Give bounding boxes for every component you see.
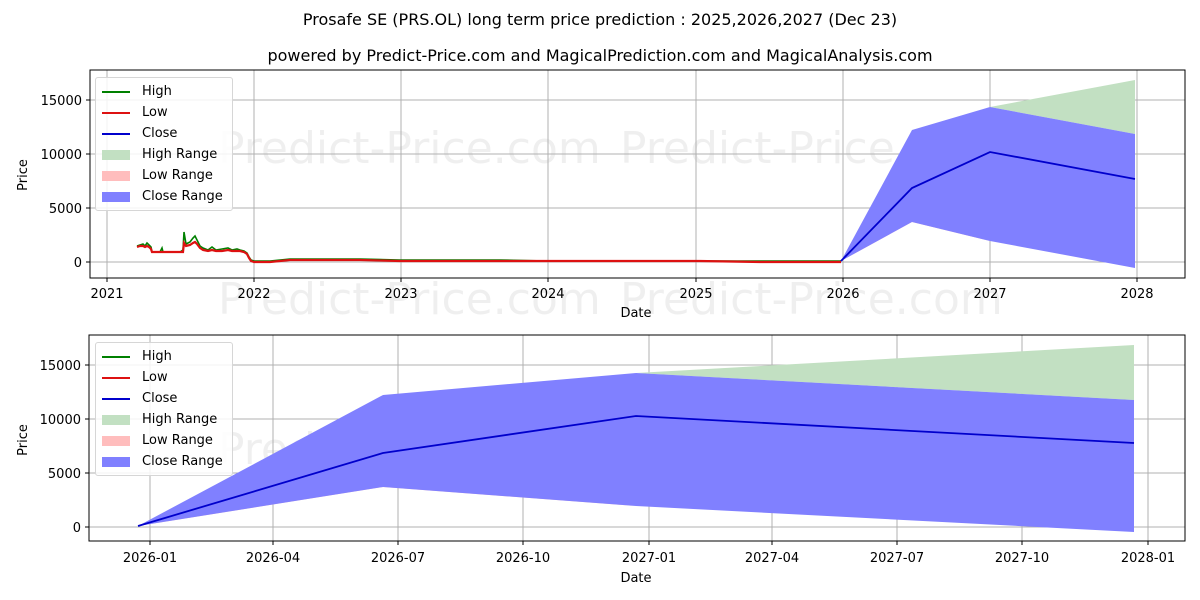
top-y-tick-labels: 0 5000 10000 15000	[41, 94, 82, 271]
watermark: Predict-Price.com	[218, 123, 601, 174]
bottom-axes-frame	[88, 334, 1186, 542]
legend-item-close-range: Close Range	[102, 186, 226, 207]
x-axis-label: Date	[620, 306, 651, 321]
chart-subtitle: powered by Predict-Price.com and Magical…	[267, 46, 933, 65]
legend-label: Close Range	[142, 454, 223, 469]
fill-swatch-icon	[102, 456, 130, 467]
legend-label: Low	[142, 105, 168, 120]
x-tick-label: 2027	[973, 287, 1006, 302]
close-line	[840, 151, 1136, 262]
y-tick-label: 5000	[48, 467, 81, 482]
x-tick-label: 2026	[826, 287, 859, 302]
y-tick-label: 10000	[40, 413, 81, 428]
x-tick-label: 2026-04	[246, 551, 300, 566]
legend-label: High Range	[142, 147, 218, 162]
legend-item-close: Close	[102, 388, 226, 409]
line-swatch-icon	[102, 90, 130, 93]
legend-item-high-range: High Range	[102, 144, 226, 165]
high-range-area	[138, 345, 1134, 526]
y-tick-label: 5000	[49, 202, 82, 217]
close-line	[137, 415, 1135, 527]
line-swatch-icon	[102, 132, 130, 135]
close-range-area	[138, 373, 1134, 532]
fill-swatch-icon	[102, 435, 130, 446]
legend-item-close-range: Close Range	[102, 451, 226, 472]
low-line	[136, 239, 841, 264]
legend-item-high-range: High Range	[102, 409, 226, 430]
line-swatch-icon	[102, 376, 130, 379]
x-tick-label: 2027-10	[995, 551, 1049, 566]
fill-swatch-icon	[102, 170, 130, 181]
x-axis-label: Date	[620, 571, 651, 586]
y-tick-label: 0	[73, 521, 81, 536]
fill-swatch-icon	[102, 149, 130, 160]
x-tick-label: 2028-01	[1121, 551, 1175, 566]
legend-item-high: High	[102, 81, 226, 102]
line-swatch-icon	[102, 111, 130, 114]
high-range-area	[841, 80, 1135, 261]
top-x-tick-labels: 2021 2022 2023 2024 2025 2026 2027 2028	[90, 287, 1153, 302]
top-chart: Predict-Price.com Predict-Price.com Pred…	[16, 69, 1186, 325]
x-tick-label: 2027-01	[622, 551, 676, 566]
legend-label: High	[142, 349, 172, 364]
x-tick-label: 2026-10	[496, 551, 550, 566]
x-tick-label: 2026-01	[123, 551, 177, 566]
x-tick-label: 2027-04	[745, 551, 799, 566]
legend-label: Close Range	[142, 189, 223, 204]
y-axis-label: Price	[16, 424, 31, 456]
fill-swatch-icon	[102, 414, 130, 425]
legend-item-high: High	[102, 346, 226, 367]
close-range-area	[841, 107, 1135, 268]
x-tick-label: 2026-07	[371, 551, 425, 566]
legend-item-low-range: Low Range	[102, 430, 226, 451]
legend-label: Close	[142, 126, 178, 141]
x-tick-label: 2028	[1120, 287, 1153, 302]
legend-item-low: Low	[102, 367, 226, 388]
legend-label: Low Range	[142, 433, 213, 448]
line-swatch-icon	[102, 355, 130, 358]
x-tick-label: 2025	[679, 287, 712, 302]
x-tick-label: 2022	[237, 287, 270, 302]
chart-title: Prosafe SE (PRS.OL) long term price pred…	[302, 10, 898, 29]
legend-item-close: Close	[102, 123, 226, 144]
bottom-y-tick-labels: 0 5000 10000 15000	[40, 359, 81, 536]
line-swatch-icon	[102, 397, 130, 400]
y-axis-label: Price	[16, 159, 31, 191]
bottom-chart: Predict-Price.com Predict-Price.com	[16, 334, 1186, 586]
watermark: Predict-Price.com	[218, 274, 601, 325]
bottom-legend: High Low Close High Range Low Range Clos…	[95, 342, 233, 476]
x-tick-label: 2023	[384, 287, 417, 302]
watermark: Predict-Price.com	[620, 274, 1003, 325]
x-tick-label: 2021	[90, 287, 123, 302]
fill-swatch-icon	[102, 191, 130, 202]
legend-label: Low	[142, 370, 168, 385]
top-legend: High Low Close High Range Low Range Clos…	[95, 77, 233, 211]
legend-item-low-range: Low Range	[102, 165, 226, 186]
y-tick-label: 10000	[41, 148, 82, 163]
x-tick-label: 2027-07	[870, 551, 924, 566]
legend-label: Low Range	[142, 168, 213, 183]
legend-label: High	[142, 84, 172, 99]
y-tick-label: 15000	[40, 359, 81, 374]
legend-label: High Range	[142, 412, 218, 427]
y-tick-label: 0	[74, 256, 82, 271]
high-line	[136, 231, 841, 262]
y-tick-label: 15000	[41, 94, 82, 109]
x-tick-label: 2024	[531, 287, 564, 302]
legend-item-low: Low	[102, 102, 226, 123]
legend-label: Close	[142, 391, 178, 406]
bottom-x-tick-labels: 2026-01 2026-04 2026-07 2026-10 2027-01 …	[123, 551, 1175, 566]
top-axes-frame	[89, 69, 1186, 279]
